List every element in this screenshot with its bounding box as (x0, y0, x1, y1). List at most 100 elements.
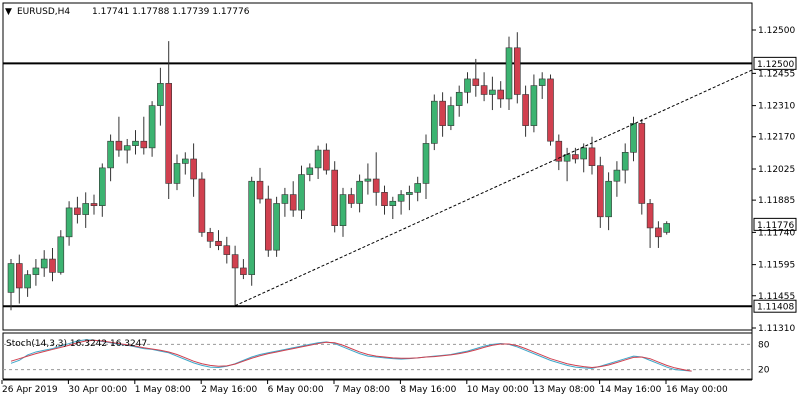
y-tick-label: 1.12025 (758, 165, 795, 175)
candle (323, 143, 330, 175)
y-tick-label: 1.11740 (758, 228, 795, 238)
candle (289, 181, 297, 217)
candle (132, 130, 139, 155)
x-tick-label: 1 May 08:00 (135, 385, 191, 395)
candle (248, 176, 255, 286)
candle (99, 163, 106, 217)
candle (298, 165, 305, 220)
candle (32, 259, 40, 286)
candle (182, 152, 189, 175)
candlestick-series (7, 32, 671, 311)
candle (281, 187, 289, 217)
candle (447, 96, 455, 131)
candle (215, 230, 222, 251)
x-tick-label: 26 Apr 2019 (2, 385, 58, 395)
y-tick-label: 1.12310 (758, 102, 795, 112)
stoch-label: Stoch(14,3,3) 16.3242 16.3247 (6, 339, 147, 349)
candle (372, 152, 380, 206)
candle (57, 230, 65, 275)
candle (148, 101, 156, 157)
y-tick-label: 1.11310 (758, 324, 795, 334)
candle (198, 172, 206, 237)
x-tick-label: 7 May 08:00 (334, 385, 390, 395)
candle (7, 259, 15, 311)
candle (165, 41, 172, 200)
candle (15, 254, 23, 304)
candle (439, 92, 446, 137)
chart-header: ▼ EURUSD,H4 1.17741 1.17788 1.17739 1.17… (5, 7, 250, 17)
candle (497, 81, 505, 108)
x-tick-label: 10 May 00:00 (467, 385, 529, 395)
candle (522, 85, 529, 137)
x-tick-label: 16 May 00:00 (666, 385, 728, 395)
candle (655, 221, 662, 248)
price-axis: 1.125001.117761.114081.125001.124551.123… (752, 26, 797, 334)
horizontal-levels[interactable] (3, 62, 752, 308)
candle (223, 236, 231, 264)
candle (264, 185, 272, 257)
candle (190, 143, 197, 197)
candle (472, 58, 480, 97)
candle (422, 134, 430, 200)
candle (339, 187, 347, 237)
candle (530, 74, 538, 133)
price-label: 1.12500 (757, 60, 794, 70)
candle (588, 136, 596, 175)
x-tick-label: 6 May 00:00 (268, 385, 324, 395)
candle (140, 116, 148, 155)
candle (505, 36, 513, 111)
candle (489, 76, 496, 111)
candle (331, 161, 339, 233)
candle (123, 138, 131, 164)
x-tick-label: 30 Apr 00:00 (68, 385, 127, 395)
stoch-level-label: 20 (758, 366, 770, 376)
candle (389, 196, 397, 220)
collapse-triangle-icon: ▼ (5, 7, 12, 17)
stoch-main-line (10, 339, 692, 372)
candle (240, 259, 247, 280)
candle (49, 247, 56, 282)
x-tick-label: 8 May 16:00 (400, 385, 456, 395)
trendline-dotted[interactable] (234, 69, 753, 307)
candle (206, 227, 214, 248)
time-axis: 26 Apr 2019 30 Apr 00:00 1 May 08:00 2 May … (1, 380, 728, 395)
candle (480, 72, 488, 102)
candle (381, 185, 388, 215)
candle (464, 72, 471, 104)
candle (173, 154, 181, 191)
candle (347, 187, 355, 208)
candle (24, 270, 31, 297)
y-tick-label: 1.12170 (758, 133, 795, 143)
x-tick-label: 2 May 16:00 (201, 385, 257, 395)
price-label: 1.11776 (757, 221, 794, 231)
candle (356, 174, 363, 213)
ohlc-values: 1.17741 1.17788 1.17739 1.17776 (92, 7, 250, 17)
price-label-box (753, 56, 797, 70)
stoch-signal-line (10, 339, 692, 372)
main-chart-frame (2, 2, 753, 381)
candle (256, 167, 264, 204)
candle (157, 67, 164, 126)
candle (621, 143, 629, 184)
y-tick-label: 1.11595 (758, 261, 795, 271)
candle (231, 245, 239, 306)
candle (646, 199, 654, 248)
x-tick-label: 13 May 08:00 (533, 385, 595, 395)
candle (40, 250, 48, 277)
symbol-timeframe: EURUSD,H4 (17, 7, 70, 17)
candle (547, 74, 554, 146)
candle (555, 134, 563, 171)
candle (306, 163, 314, 182)
candle (90, 194, 98, 215)
candle (638, 118, 646, 215)
y-tick-label: 1.12455 (758, 69, 795, 79)
candle (273, 196, 280, 257)
candle (563, 147, 571, 182)
candle (580, 143, 588, 173)
trendline[interactable] (234, 69, 753, 307)
price-label-box (753, 217, 797, 231)
stochastic-indicator: 80 20 (3, 339, 770, 376)
y-tick-label: 1.11885 (758, 196, 795, 206)
candle (314, 145, 322, 179)
